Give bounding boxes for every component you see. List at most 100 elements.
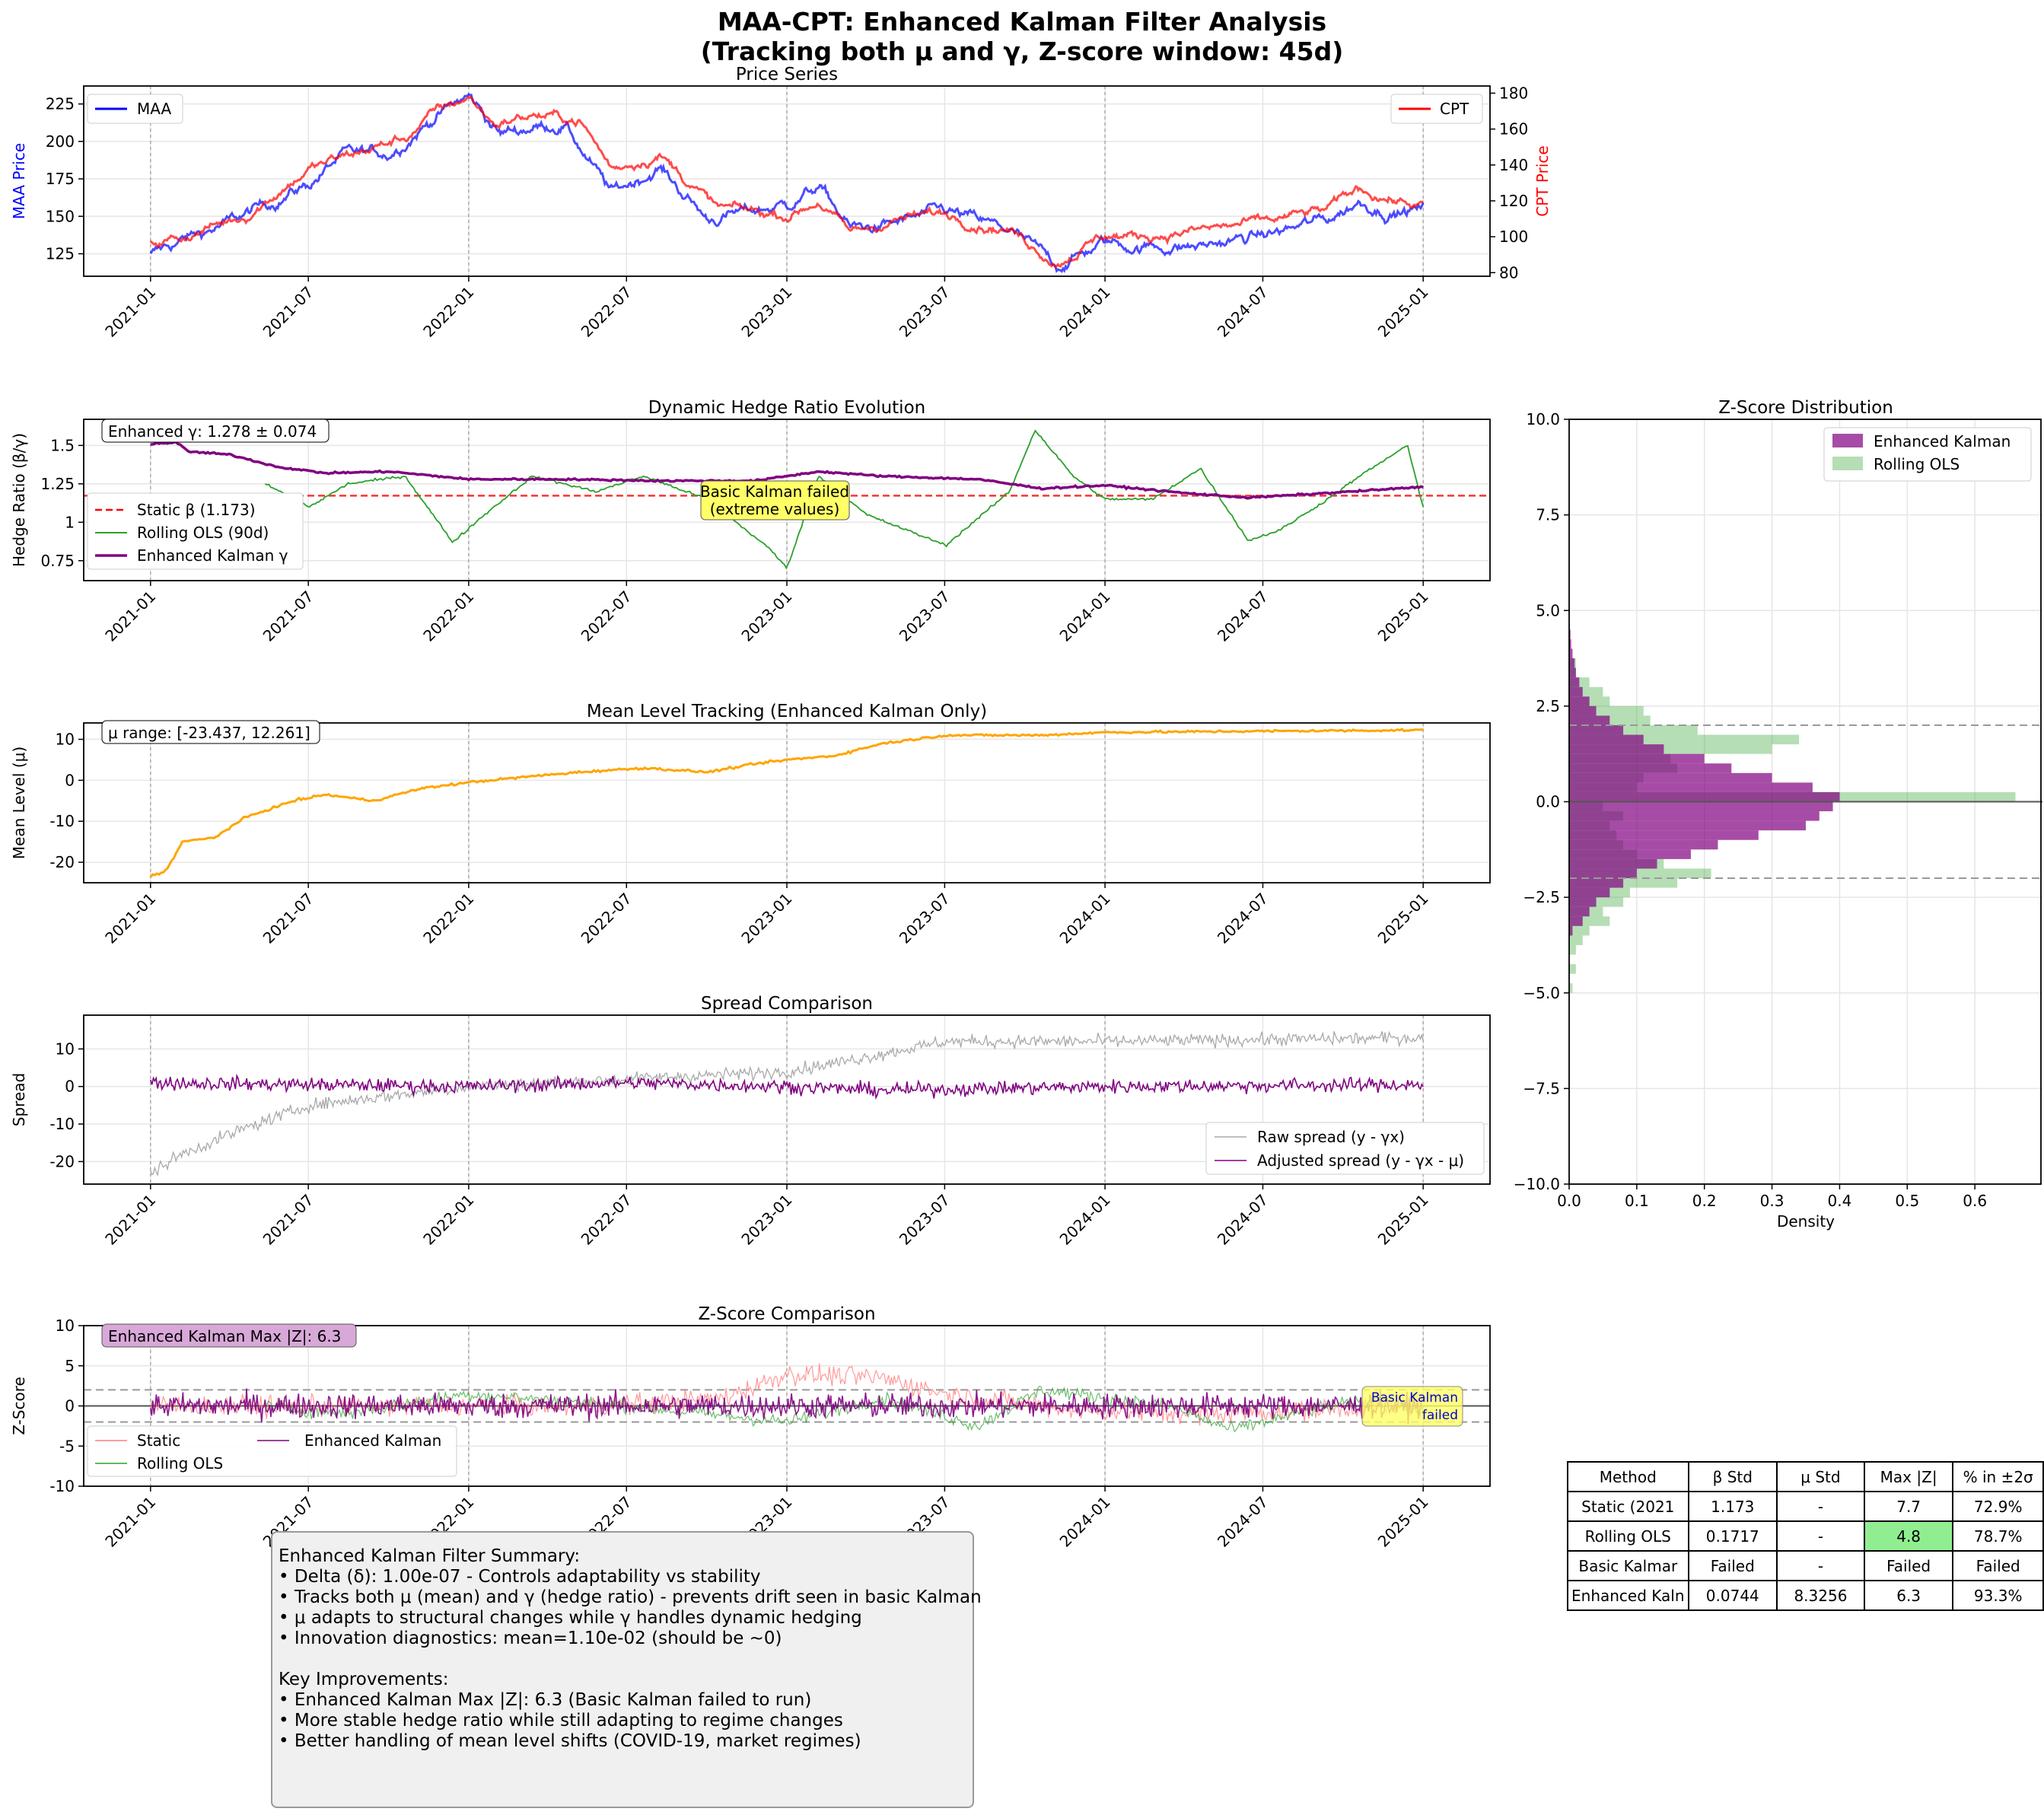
y-axis-label-right: CPT Price [1533,145,1552,216]
legend-hist-kalman: Enhanced Kalman [1874,432,2011,451]
table-cell: Failed [1952,1550,2044,1581]
table-cell: Static (2021 [1567,1491,1689,1522]
table-header: μ Std [1776,1461,1865,1492]
table-header: % in ±2σ [1952,1461,2044,1492]
table-cell: - [1776,1491,1865,1522]
x-tick-label: 2022-01 [419,1191,477,1249]
table-header: β Std [1687,1461,1778,1492]
table-row: Enhanced Kaln 0.0744 8.3256 6.3 93.3% [1567,1580,2044,1611]
legend-z-static: Static [137,1431,180,1450]
mu-annotation: μ range: [-23.437, 12.261] [101,720,320,744]
table-cell: - [1776,1520,1865,1552]
table-cell: Enhanced Kaln [1567,1580,1689,1611]
x-tick-label: 2025-01 [1374,1191,1432,1249]
legend-z-rolling: Rolling OLS [137,1454,223,1473]
failed-note-line1: Basic Kalman failed [700,482,849,501]
y-tick-label: 0.0 [1536,793,1560,811]
y-axis-label: Hedge Ratio (β/γ) [10,433,28,567]
x-tick-label: 2022-07 [578,1191,635,1249]
y-axis-label: Mean Level (μ) [10,747,28,859]
x-tick-label: 2022-01 [419,587,477,645]
z-kalman-line [150,1388,1424,1425]
y-tick-label: 5 [65,1357,75,1375]
x-tick-label: 2021-01 [101,1493,159,1551]
hedge-annotation: Enhanced γ: 1.278 ± 0.074 [101,419,330,443]
x-tick-label: 2024-01 [1056,1191,1114,1249]
table-cell: Rolling OLS [1567,1520,1689,1552]
hist-bar-kalman [1569,638,1571,649]
basic-kalman-failed-note: Basic Kalman failed (extreme values) [700,480,850,521]
x-tick-label: 2024-07 [1214,587,1272,645]
histogram-panel: 0.0 0.1 0.2 0.3 0.4 0.5 0.6 10.0 7.5 5.0 2.5 0.0 −2.… [1514,398,2042,1231]
summary-line: • Delta (δ): 1.00e-07 - Controls adaptab… [279,1567,761,1587]
legend-hist-rolling: Rolling OLS [1874,455,1960,473]
y-tick-label: −2.5 [1523,888,1560,906]
hist-bar-rolling [1569,944,1576,955]
x-tick-label: 2023-07 [896,1191,954,1249]
summary-line: • More stable hedge ratio while still ad… [279,1711,843,1730]
y-tick-label: 175 [46,170,75,188]
hist-bar-kalman [1569,782,1813,792]
y-tick-label: 200 [46,132,75,151]
x-tick-label: 2024-01 [1056,587,1114,645]
y-tick-label: -10 [49,812,75,830]
x-tick-label: 2021-01 [101,587,159,645]
hist-bar-kalman [1569,887,1610,898]
mu-annotation-text: μ range: [-23.437, 12.261] [108,724,310,742]
y-tick-label: 0 [65,1078,75,1096]
hist-bar-kalman [1569,658,1575,668]
x-tick-label: 2025-01 [1374,1493,1432,1551]
x-tick-label: 2021-01 [101,1191,159,1249]
y-tick-label: 7.5 [1536,506,1560,524]
z-failed-line1: Basic Kalman [1371,1390,1458,1406]
hist-bar-kalman [1569,849,1691,859]
x-tick-label: 2022-07 [578,283,635,341]
x-tick-label: 0.2 [1692,1192,1717,1210]
x-tick-label: 0.1 [1625,1192,1649,1210]
table-header-row: Method β Std μ Std Max |Z| % in ±2σ [1567,1461,2044,1492]
x-tick-label: 2021-07 [259,890,317,947]
zscore-failed-note: Basic Kalman failed [1361,1386,1463,1427]
y-tick-label-right: 140 [1499,156,1528,174]
hist-bar-kalman [1569,878,1624,888]
x-tick-label: 2022-01 [419,283,477,341]
hist-bar-kalman [1569,916,1583,926]
hist-bar-kalman [1569,753,1705,764]
y-axis-label: Spread [10,1073,28,1126]
y-tick-label: 10 [56,1040,75,1058]
hist-bar-kalman [1569,801,1833,812]
y-tick-label-right: 100 [1499,228,1528,246]
x-tick-label: 2024-07 [1214,1191,1272,1249]
price-legend-right: CPT [1390,94,1483,124]
x-tick-label: 2025-01 [1374,283,1432,341]
x-tick-label: 2023-01 [737,1191,795,1249]
table-row: Rolling OLS 0.1717 - 4.8 78.7% [1567,1520,2044,1552]
figure-title-line1: MAA-CPT: Enhanced Kalman Filter Analysis [718,7,1326,37]
y-tick-label: -10 [49,1477,75,1495]
x-tick-label: 0.0 [1557,1192,1581,1210]
x-tick-label: 2024-01 [1056,1493,1114,1551]
table-cell: 78.7% [1952,1520,2044,1552]
table-cell: Failed [1863,1550,1954,1581]
legend-enhanced-kalman: Enhanced Kalman γ [137,546,288,565]
legend-rolling-ols: Rolling OLS (90d) [137,524,269,542]
legend-cpt: CPT [1440,100,1469,118]
y-tick-label: 1.25 [40,475,75,493]
table-cell-highlight: 4.8 [1863,1520,1954,1552]
x-tick-label: 2024-07 [1214,890,1272,947]
x-tick-label: 2023-01 [737,587,795,645]
x-tick-label: 2021-07 [259,283,317,341]
x-tick-label: 2023-07 [896,890,954,947]
hist-bar-rolling [1569,964,1576,974]
y-tick-label: -10 [49,1115,75,1133]
panel-title: Mean Level Tracking (Enhanced Kalman Onl… [587,702,987,721]
y-tick-label: 0 [65,771,75,789]
y-tick-label: 225 [46,95,75,113]
x-tick-label: 2021-01 [101,283,159,341]
y-tick-label-right: 180 [1499,84,1528,102]
legend-raw-spread: Raw spread (y - γx) [1257,1128,1405,1146]
raw-spread-line [150,1030,1424,1177]
legend-maa: MAA [137,100,171,118]
y-tick-label: −10.0 [1514,1175,1560,1193]
